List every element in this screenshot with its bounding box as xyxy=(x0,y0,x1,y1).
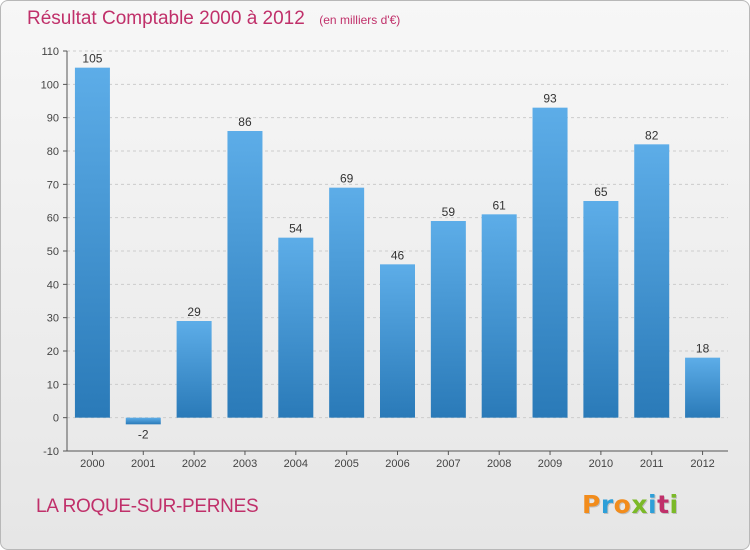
bar-2002 xyxy=(176,321,212,418)
axes: -10 0 10 20 30 40 50 60 70 80 90 100 110 2000 2001 2002… xyxy=(41,46,728,470)
bar-2007 xyxy=(430,221,466,418)
y-tick-label: 90 xyxy=(47,113,59,125)
y-tick-label: -10 xyxy=(43,446,59,458)
data-label-2000: 105 xyxy=(82,52,102,66)
y-tick-label: 30 xyxy=(47,313,59,325)
y-tick-label: 60 xyxy=(47,213,59,225)
data-label-2012: 18 xyxy=(696,342,710,356)
chart-subtitle: (en milliers d'€) xyxy=(319,13,401,27)
chart-title: Résultat Comptable 2000 à 2012 xyxy=(27,8,305,29)
x-tick-label: 2008 xyxy=(487,458,511,470)
x-tick-label: 2005 xyxy=(334,458,358,470)
data-label-2009: 93 xyxy=(543,92,557,106)
data-label-2002: 29 xyxy=(187,305,201,319)
logo-letter: i xyxy=(669,490,679,519)
logo-letter: i xyxy=(648,490,658,519)
x-tick-label: 2010 xyxy=(589,458,613,470)
bar-2006 xyxy=(380,264,415,418)
bar-2000 xyxy=(74,67,110,418)
bar-2004 xyxy=(278,237,314,418)
bar-2012 xyxy=(685,357,721,418)
data-labels: 105 -2 29 86 54 69 46 59 61 93 65 82 18 xyxy=(82,52,709,442)
logo-letter: x xyxy=(631,490,648,519)
logo-letter: o xyxy=(613,490,632,519)
x-tick-label: 2007 xyxy=(436,458,460,470)
bar-2010 xyxy=(583,201,619,418)
bar-2009 xyxy=(532,107,568,418)
title-row: Résultat Comptable 2000 à 2012 (en milli… xyxy=(27,8,400,30)
y-tick-label: 70 xyxy=(47,179,59,191)
x-tick-label: 2004 xyxy=(284,458,308,470)
x-tick-label: 2011 xyxy=(640,458,664,470)
data-label-2008: 61 xyxy=(493,198,507,212)
bar-2008 xyxy=(481,214,517,418)
logo-letter: r xyxy=(600,490,614,519)
data-label-2011: 82 xyxy=(645,128,659,142)
proxiti-logo: Proxiti xyxy=(582,490,679,519)
data-label-2004: 54 xyxy=(289,222,303,236)
y-tick-label: 50 xyxy=(47,246,59,258)
y-tick-label: 10 xyxy=(47,379,59,391)
data-label-2001: -2 xyxy=(138,427,149,441)
bars xyxy=(74,67,721,425)
logo-letter: P xyxy=(582,490,601,519)
x-tick-label: 2003 xyxy=(233,458,257,470)
x-tick-label: 2001 xyxy=(131,458,155,470)
data-label-2010: 65 xyxy=(594,185,608,199)
logo-letter: t xyxy=(657,490,670,519)
x-tick-label: 2006 xyxy=(385,458,409,470)
commune-name: LA ROQUE-SUR-PERNES xyxy=(36,496,259,517)
y-tick-label: 20 xyxy=(47,346,59,358)
bar-2003 xyxy=(227,131,263,418)
x-tick-label: 2002 xyxy=(182,458,206,470)
data-label-2007: 59 xyxy=(442,205,456,219)
data-label-2005: 69 xyxy=(340,172,354,186)
bar-2011 xyxy=(634,144,670,418)
x-tick-label: 2012 xyxy=(690,458,714,470)
y-tick-label: 100 xyxy=(41,79,59,91)
y-tick-label: 110 xyxy=(41,46,59,58)
bar-2001 xyxy=(125,417,161,425)
y-tick-label: 80 xyxy=(47,146,59,158)
x-tick-label: 2000 xyxy=(80,458,104,470)
y-tick-label: 0 xyxy=(53,413,59,425)
data-label-2003: 86 xyxy=(238,115,252,129)
bar-2005 xyxy=(329,187,365,418)
data-label-2006: 46 xyxy=(391,248,405,262)
y-tick-label: 40 xyxy=(47,279,59,291)
x-tick-label: 2009 xyxy=(538,458,562,470)
